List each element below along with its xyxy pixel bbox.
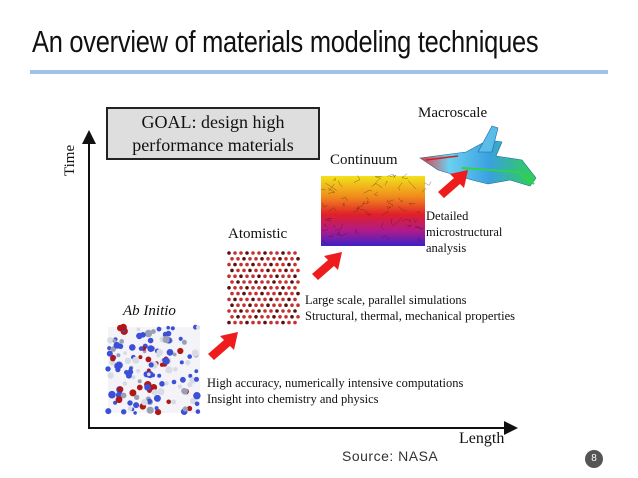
goal-box: GOAL: design high performance materials (106, 107, 320, 160)
atomistic-description: Large scale, parallel simulations Struct… (305, 292, 515, 324)
arrow-atomistic-to-continuum (312, 252, 342, 280)
goal-line-2: performance materials (132, 135, 294, 155)
title-underline (30, 70, 608, 74)
macroscale-label: Macroscale (418, 105, 488, 121)
continuum-desc-line-3: analysis (426, 241, 467, 255)
arrow-ab-initio-to-atomistic (208, 332, 238, 360)
goal-line-1: GOAL: design high (141, 112, 285, 132)
atomistic-lattice-image (227, 251, 300, 325)
continuum-label: Continuum (330, 152, 398, 168)
atomistic-desc-line-2: Structural, thermal, mechanical properti… (305, 309, 515, 323)
atomistic-label: Atomistic (228, 226, 288, 242)
red-arrow-shape (438, 170, 468, 198)
length-axis (88, 427, 506, 429)
atomistic-desc-line-1: Large scale, parallel simulations (305, 293, 467, 307)
ab-initio-desc-line-2: Insight into chemistry and physics (207, 392, 379, 406)
ab-initio-label: Ab Initio (123, 303, 176, 319)
red-arrow-shape (208, 332, 238, 360)
page-number-badge: 8 (585, 450, 603, 468)
continuum-desc-line-2: microstructural (426, 225, 503, 239)
continuum-microstructure-image (321, 173, 432, 246)
time-axis-label: Time (62, 144, 78, 176)
ab-initio-description: High accuracy, numerically intensive com… (207, 375, 463, 407)
red-arrow-shape (312, 252, 342, 280)
continuum-description: Detailed microstructural analysis (426, 208, 502, 256)
time-axis (88, 140, 90, 429)
arrow-continuum-to-macroscale (438, 170, 468, 198)
length-axis-label: Length (459, 430, 505, 447)
ab-initio-molecular-image (105, 323, 201, 416)
length-axis-arrowhead (504, 421, 518, 435)
time-axis-arrowhead (82, 130, 96, 144)
source-caption: Source: NASA (342, 448, 439, 464)
slide-title: An overview of materials modeling techni… (32, 24, 539, 59)
aircraft-image (419, 125, 537, 187)
continuum-desc-line-1: Detailed (426, 209, 469, 223)
ab-initio-desc-line-1: High accuracy, numerically intensive com… (207, 376, 464, 390)
